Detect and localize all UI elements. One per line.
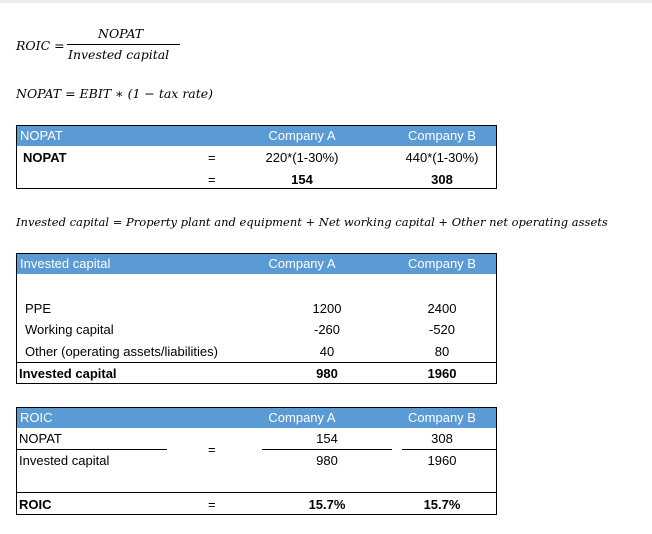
- invested-company-b: 1960: [427, 453, 457, 468]
- other-company-a: 40: [319, 344, 335, 359]
- equals-sign: =: [208, 172, 216, 187]
- row-label-roic: ROIC: [19, 497, 52, 512]
- row-label-other: Other (operating assets/liabilities): [25, 344, 218, 359]
- nopat-company-a: 154: [316, 431, 338, 446]
- header-label: ROIC: [20, 410, 53, 425]
- fraction-bar-label: [17, 449, 167, 450]
- header-label: Invested capital: [20, 256, 111, 271]
- equals-sign: =: [208, 150, 216, 165]
- roic-company-b: 15.7%: [423, 497, 461, 512]
- row-label-nopat: NOPAT: [23, 150, 67, 165]
- fraction-bar-company-b: [402, 449, 497, 450]
- header-company-a: Company A: [268, 410, 336, 425]
- roic-table: ROIC Company A Company B NOPAT 154 308 =…: [16, 407, 497, 515]
- nopat-table-header: NOPAT Company A Company B: [17, 126, 496, 146]
- total-company-a: 980: [316, 366, 338, 381]
- header-company-b: Company B: [408, 410, 476, 425]
- invested-capital-formula: Invested capital = Property plant and eq…: [16, 215, 608, 229]
- header-label: NOPAT: [20, 128, 63, 143]
- row-label-nopat: NOPAT: [19, 431, 62, 446]
- header-company-a: Company A: [268, 256, 336, 271]
- roic-formula-numerator: NOPAT: [98, 26, 144, 41]
- value-company-b: 440*(1-30%): [405, 150, 479, 165]
- ppe-company-a: 1200: [312, 301, 342, 316]
- row-label-total: Invested capital: [19, 366, 117, 381]
- roic-formula-denominator: Invested capital: [68, 47, 170, 62]
- ppe-company-b: 2400: [427, 301, 457, 316]
- invested-capital-table: Invested capital Company A Company B PPE…: [16, 253, 497, 384]
- value-company-a: 220*(1-30%): [265, 150, 339, 165]
- equals-sign: =: [208, 442, 216, 457]
- fraction-bar-company-a: [262, 449, 392, 450]
- working-capital-company-a: -260: [313, 322, 341, 337]
- result-company-b: 308: [431, 172, 453, 187]
- working-capital-company-b: -520: [428, 322, 456, 337]
- row-label-working-capital: Working capital: [25, 322, 114, 337]
- result-company-a: 154: [291, 172, 313, 187]
- fraction-bar: [67, 44, 180, 45]
- equals-sign: =: [208, 497, 216, 512]
- result-divider: [17, 492, 496, 493]
- roic-company-a: 15.7%: [308, 497, 346, 512]
- total-company-b: 1960: [427, 366, 457, 381]
- other-company-b: 80: [434, 344, 450, 359]
- roic-formula-lhs: ROIC =: [16, 38, 65, 53]
- header-company-b: Company B: [408, 128, 476, 143]
- invested-company-a: 980: [316, 453, 338, 468]
- row-label-ppe: PPE: [25, 301, 52, 316]
- nopat-company-b: 308: [431, 431, 453, 446]
- total-divider: [17, 362, 496, 363]
- row-label-invested-capital: Invested capital: [19, 453, 110, 468]
- roic-table-header: ROIC Company A Company B: [17, 408, 496, 428]
- header-company-a: Company A: [268, 128, 336, 143]
- header-company-b: Company B: [408, 256, 476, 271]
- nopat-table: NOPAT Company A Company B NOPAT = 220*(1…: [16, 125, 497, 189]
- invested-table-header: Invested capital Company A Company B: [17, 254, 496, 274]
- nopat-formula: NOPAT = EBIT ∗ (1 − tax rate): [16, 86, 214, 101]
- top-border: [0, 0, 652, 3]
